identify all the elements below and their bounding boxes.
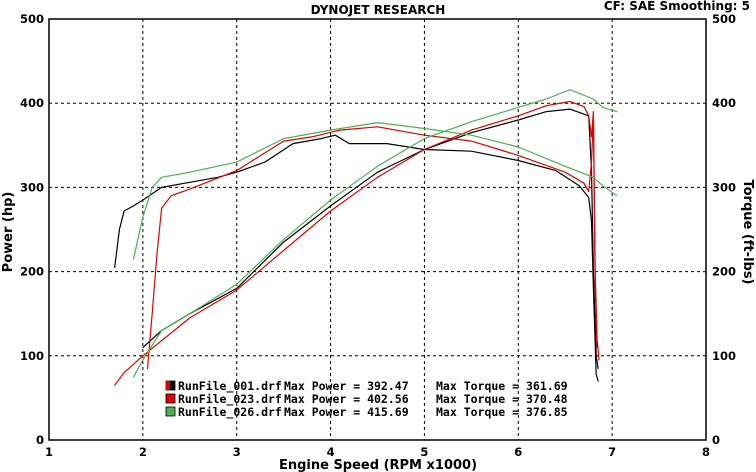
series-layer (114, 89, 618, 386)
legend-max-torque-001: Max Torque = 361.69 (436, 379, 568, 393)
x-axis-label: Engine Speed (RPM x1000) (279, 458, 477, 472)
series-3-torque-line (132, 122, 618, 260)
grid-lines (49, 19, 706, 440)
series-2-torque-line (146, 115, 600, 369)
y-tick-left-100: 100 (20, 349, 44, 363)
y-tick-right-300: 300 (712, 180, 736, 194)
x-tick-label-4: 4 (327, 445, 335, 459)
series-3-power-line (132, 89, 618, 378)
x-tick-label-5: 5 (420, 445, 428, 459)
y-tick-left-0: 0 (36, 433, 44, 447)
y-tick-left-300: 300 (20, 180, 44, 194)
y-axis-label-right: Torque (ft-lbs) (740, 179, 755, 284)
x-tick-label-7: 7 (608, 445, 616, 459)
y-tick-right-400: 400 (712, 96, 736, 110)
chart-title: DYNOJET RESEARCH (311, 3, 446, 17)
series-1-power-line (142, 108, 599, 369)
y-tick-right-500: 500 (712, 12, 736, 26)
y-tick-right-0: 0 (712, 433, 720, 447)
legend: RunFile_001.drf Max Power = 392.47 Max T… (165, 379, 568, 420)
legend-max-power-001: Max Power = 392.47 (284, 379, 409, 393)
y-tick-right-200: 200 (712, 265, 736, 279)
legend-file-001: RunFile_001.drf (178, 379, 282, 394)
legend-file-023: RunFile_023.drf (178, 392, 282, 407)
legend-max-torque-026: Max Torque = 376.85 (436, 405, 568, 419)
y-tick-left-200: 200 (20, 265, 44, 279)
settings-label: CF: SAE Smoothing: 5 (604, 0, 750, 13)
x-tick-label-3: 3 (233, 445, 241, 459)
plot-frame (48, 18, 707, 441)
series-2-power-line (114, 100, 598, 386)
legend-max-power-023: Max Power = 402.56 (284, 392, 409, 406)
legend-swatch-023 (165, 393, 176, 404)
x-tick-label-6: 6 (514, 445, 522, 459)
legend-max-power-026: Max Power = 415.69 (284, 405, 409, 419)
legend-file-026: RunFile_026.drf (178, 405, 282, 420)
y-tick-right-100: 100 (712, 349, 736, 363)
y-axis-label-left: Power (hp) (1, 192, 16, 273)
legend-max-torque-023: Max Torque = 370.48 (436, 392, 568, 406)
y-tick-left-500: 500 (20, 12, 44, 26)
y-tick-left-400: 400 (20, 96, 44, 110)
x-tick-label-8: 8 (702, 445, 710, 459)
series-1-torque-line (114, 134, 599, 382)
x-tick-label-1: 1 (45, 445, 53, 459)
legend-swatch-026 (165, 406, 176, 417)
legend-swatch-001-accent (166, 381, 170, 390)
x-tick-label-2: 2 (139, 445, 147, 459)
